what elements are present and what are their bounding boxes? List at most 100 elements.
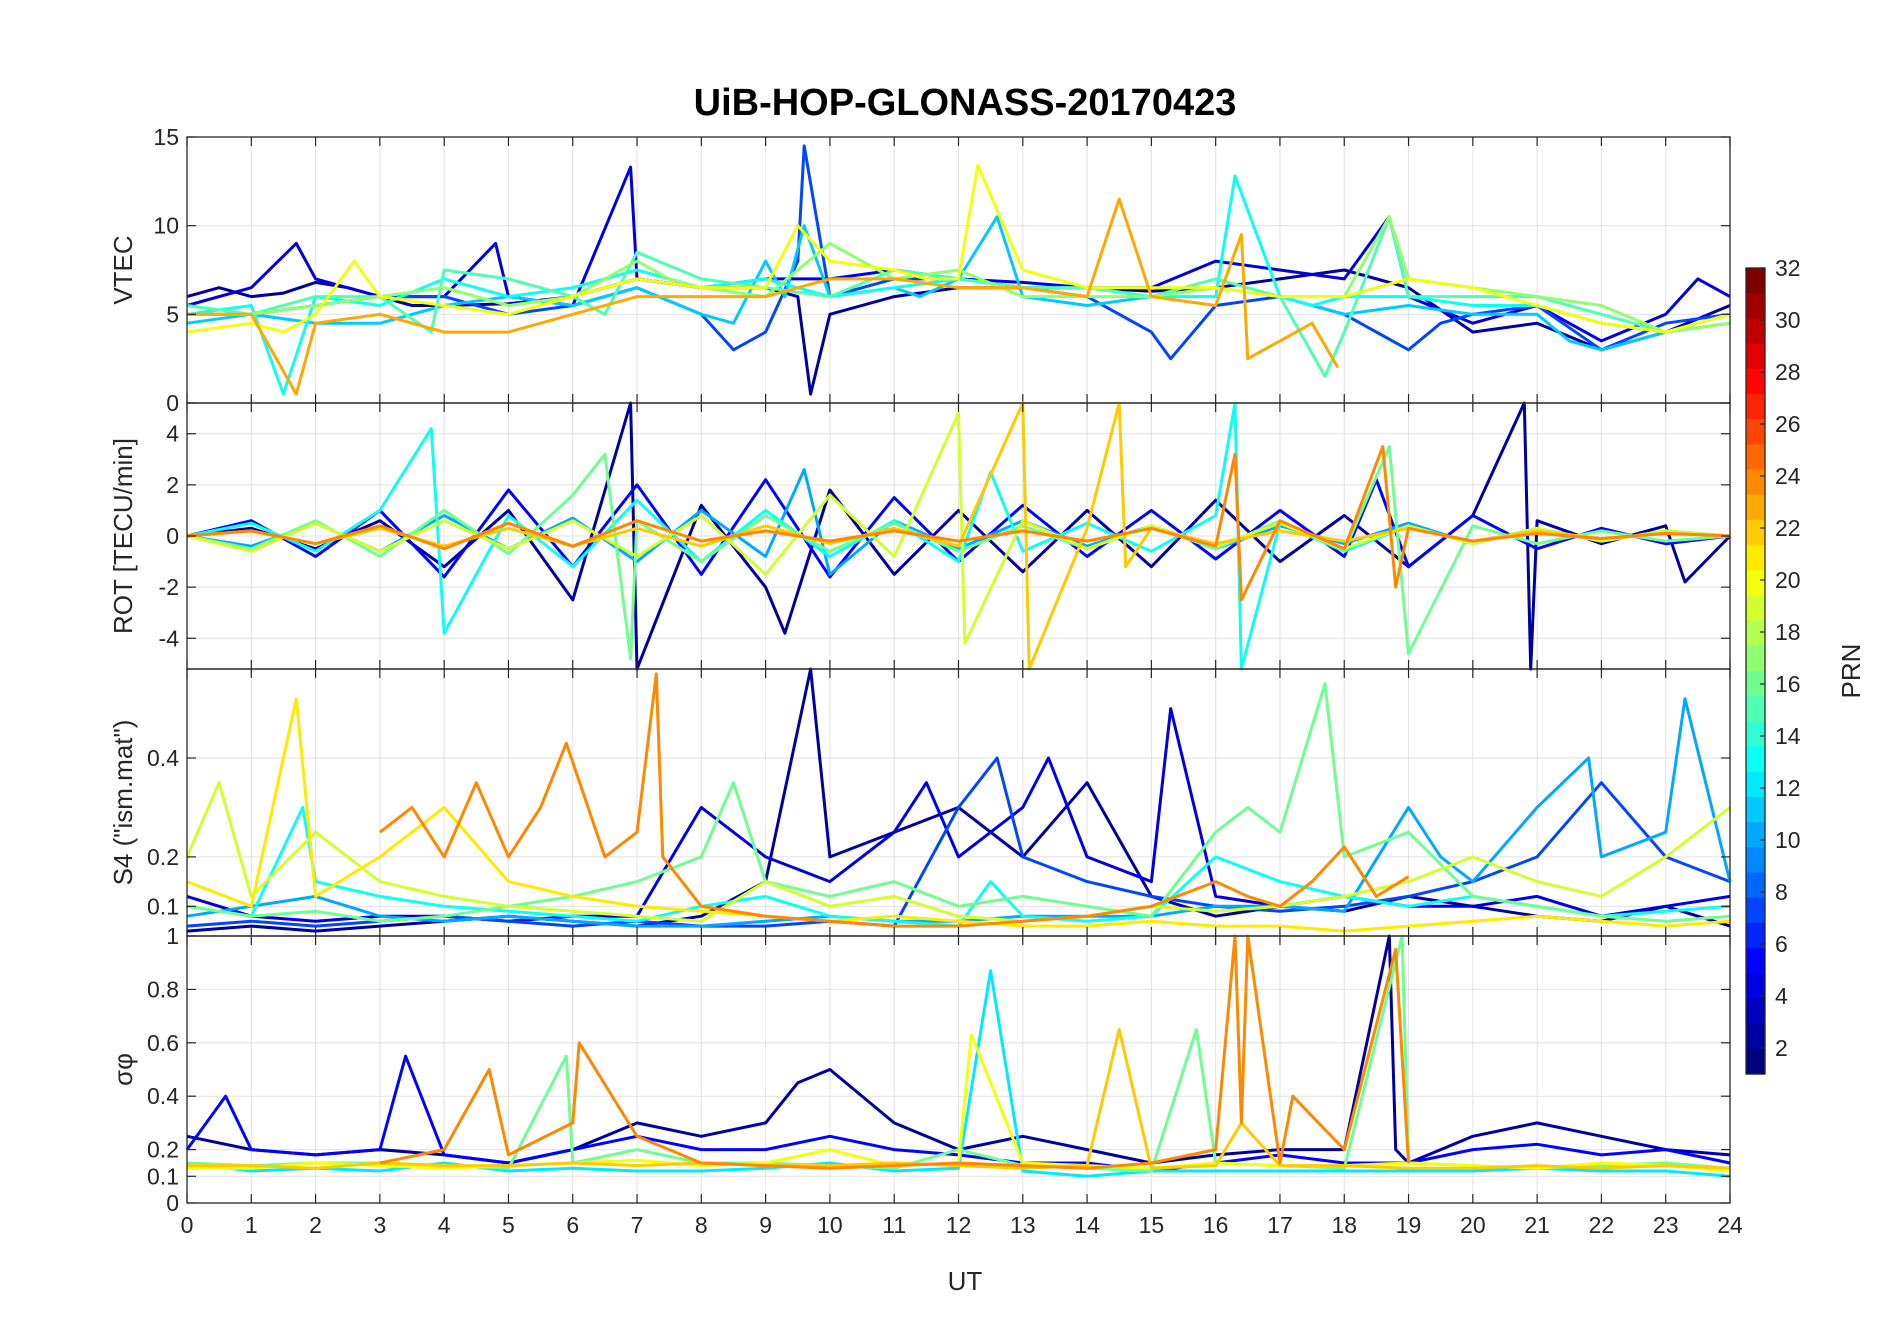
x-tick-label: 20 xyxy=(1460,1212,1486,1238)
colorbar-tick-label: 16 xyxy=(1775,671,1801,697)
colorbar-segment xyxy=(1746,796,1765,823)
x-tick-label: 14 xyxy=(1074,1212,1100,1238)
series-line-prn-19 xyxy=(186,411,1731,645)
y-axis-label-vtec: VTEC xyxy=(108,235,138,304)
series-line-prn-24 xyxy=(378,672,1410,928)
colorbar-segment xyxy=(1746,519,1765,546)
series-line-prn-5 xyxy=(185,1054,1731,1173)
x-tick-label: 24 xyxy=(1717,1212,1743,1238)
x-tick-label: 0 xyxy=(181,1212,194,1238)
x-tick-label: 10 xyxy=(817,1212,843,1238)
y-tick-label: 0 xyxy=(166,523,179,549)
colorbar-segment xyxy=(1746,620,1765,647)
colorbar-segment xyxy=(1746,872,1765,899)
series-line-prn-24 xyxy=(186,445,1731,602)
x-tick-label: 17 xyxy=(1267,1212,1293,1238)
colorbar-segment xyxy=(1746,494,1765,521)
colorbar-segment xyxy=(1746,444,1765,471)
colorbar-segment xyxy=(1746,318,1765,345)
x-tick-label: 3 xyxy=(373,1212,386,1238)
colorbar-segment xyxy=(1746,368,1765,395)
y-tick-label: 5 xyxy=(166,301,179,327)
series-line-prn-21 xyxy=(186,697,1731,933)
colorbar-segment xyxy=(1746,822,1765,848)
series-line-prn-10 xyxy=(186,697,1732,928)
y-tick-label: 0.2 xyxy=(147,1137,179,1163)
x-tick-label: 8 xyxy=(695,1212,708,1238)
colorbar-label: PRN xyxy=(1836,644,1866,699)
y-tick-label: 0.1 xyxy=(147,1163,179,1189)
panel-vtec: 0 5 10 15 VTEC xyxy=(108,124,1731,416)
x-tick-label: 4 xyxy=(438,1212,451,1238)
colorbar-tick-label: 32 xyxy=(1775,255,1801,281)
colorbar-segment xyxy=(1746,771,1765,798)
x-tick-label: 16 xyxy=(1203,1212,1229,1238)
colorbar-tick-label: 26 xyxy=(1775,411,1801,437)
colorbar-segment xyxy=(1746,998,1765,1025)
colorbar-segment xyxy=(1746,847,1765,874)
y-axis-label-rot: ROT [TECU/min] xyxy=(108,438,138,634)
x-tick-labels: 0 1 2 3 4 5 6 7 8 9 10 11 12 13 14 15 16 17 18 19 20 21 22 23 24 xyxy=(181,1212,1743,1238)
colorbar-tick-label: 2 xyxy=(1775,1035,1788,1061)
colorbar-tick-label: 22 xyxy=(1775,515,1801,541)
y-tick-label: 0 xyxy=(166,1190,179,1216)
series-line-prn-22 xyxy=(187,1028,1731,1170)
series-line-prn-24 xyxy=(379,934,1410,1170)
series-line-prn-16 xyxy=(186,682,1731,923)
panel-s4: 0.1 0.2 0.4 S4 ("ism.mat") xyxy=(108,667,1732,937)
colorbar-segment xyxy=(1746,721,1765,748)
colorbar-segment xyxy=(1746,746,1765,773)
colorbar-tick-label: 14 xyxy=(1775,723,1801,749)
colorbar-segment xyxy=(1746,469,1765,496)
colorbar-segment xyxy=(1746,948,1765,974)
y-tick-label: 0.2 xyxy=(147,844,179,870)
colorbar-segment xyxy=(1746,645,1765,672)
y-tick-label: -4 xyxy=(159,625,180,651)
y-tick-label: 2 xyxy=(166,472,179,498)
x-tick-label: 21 xyxy=(1524,1212,1550,1238)
colorbar-segment xyxy=(1746,595,1765,622)
colorbar-segment xyxy=(1746,671,1765,697)
y-tick-label: 4 xyxy=(166,421,179,447)
colorbar-tick-label: 24 xyxy=(1775,463,1801,489)
x-tick-label: 18 xyxy=(1331,1212,1357,1238)
x-tick-label: 9 xyxy=(759,1212,772,1238)
colorbar-segment xyxy=(1746,1023,1765,1050)
x-tick-label: 5 xyxy=(502,1212,515,1238)
y-tick-label: 1 xyxy=(166,923,179,949)
colorbar-tick-label: 10 xyxy=(1775,827,1801,853)
colorbar-segment xyxy=(1746,419,1765,445)
colorbar-segment xyxy=(1746,973,1765,1000)
y-axis-label-s4: S4 ("ism.mat") xyxy=(108,720,138,886)
y-tick-label: 0.6 xyxy=(147,1030,179,1056)
series-line-prn-23 xyxy=(187,197,1340,396)
x-tick-label: 11 xyxy=(882,1212,906,1238)
colorbar-tick-label: 28 xyxy=(1775,359,1801,385)
series-line-prn-2 xyxy=(186,401,1732,671)
x-tick-label: 22 xyxy=(1589,1212,1615,1238)
x-tick-label: 7 xyxy=(631,1212,644,1238)
colorbar-tick-label: 4 xyxy=(1775,983,1788,1009)
y-tick-label: 10 xyxy=(153,213,179,239)
x-tick-label: 19 xyxy=(1396,1212,1422,1238)
colorbar-tick-label: 12 xyxy=(1775,775,1801,801)
colorbar-segment xyxy=(1746,922,1765,949)
colorbar-frame xyxy=(1745,267,1766,1075)
x-tick-label: 13 xyxy=(1010,1212,1036,1238)
colorbar-segment xyxy=(1746,696,1765,722)
y-tick-label: 0.4 xyxy=(147,745,179,771)
series-line-prn-19 xyxy=(185,781,1731,923)
x-tick-label: 15 xyxy=(1139,1212,1165,1238)
colorbar-segment xyxy=(1746,570,1765,597)
series-line-prn-20 xyxy=(187,1033,1731,1173)
y-tick-label: 0.1 xyxy=(147,893,179,919)
colorbar-segment xyxy=(1746,293,1765,319)
colorbar-tick-label: 20 xyxy=(1775,567,1801,593)
chart-title: UiB-HOP-GLONASS-20170423 xyxy=(694,82,1237,124)
x-axis-label: UT xyxy=(948,1266,983,1296)
y-tick-label: 15 xyxy=(153,124,179,150)
x-tick-label: 2 xyxy=(309,1212,322,1238)
colorbar-segment xyxy=(1746,897,1765,924)
